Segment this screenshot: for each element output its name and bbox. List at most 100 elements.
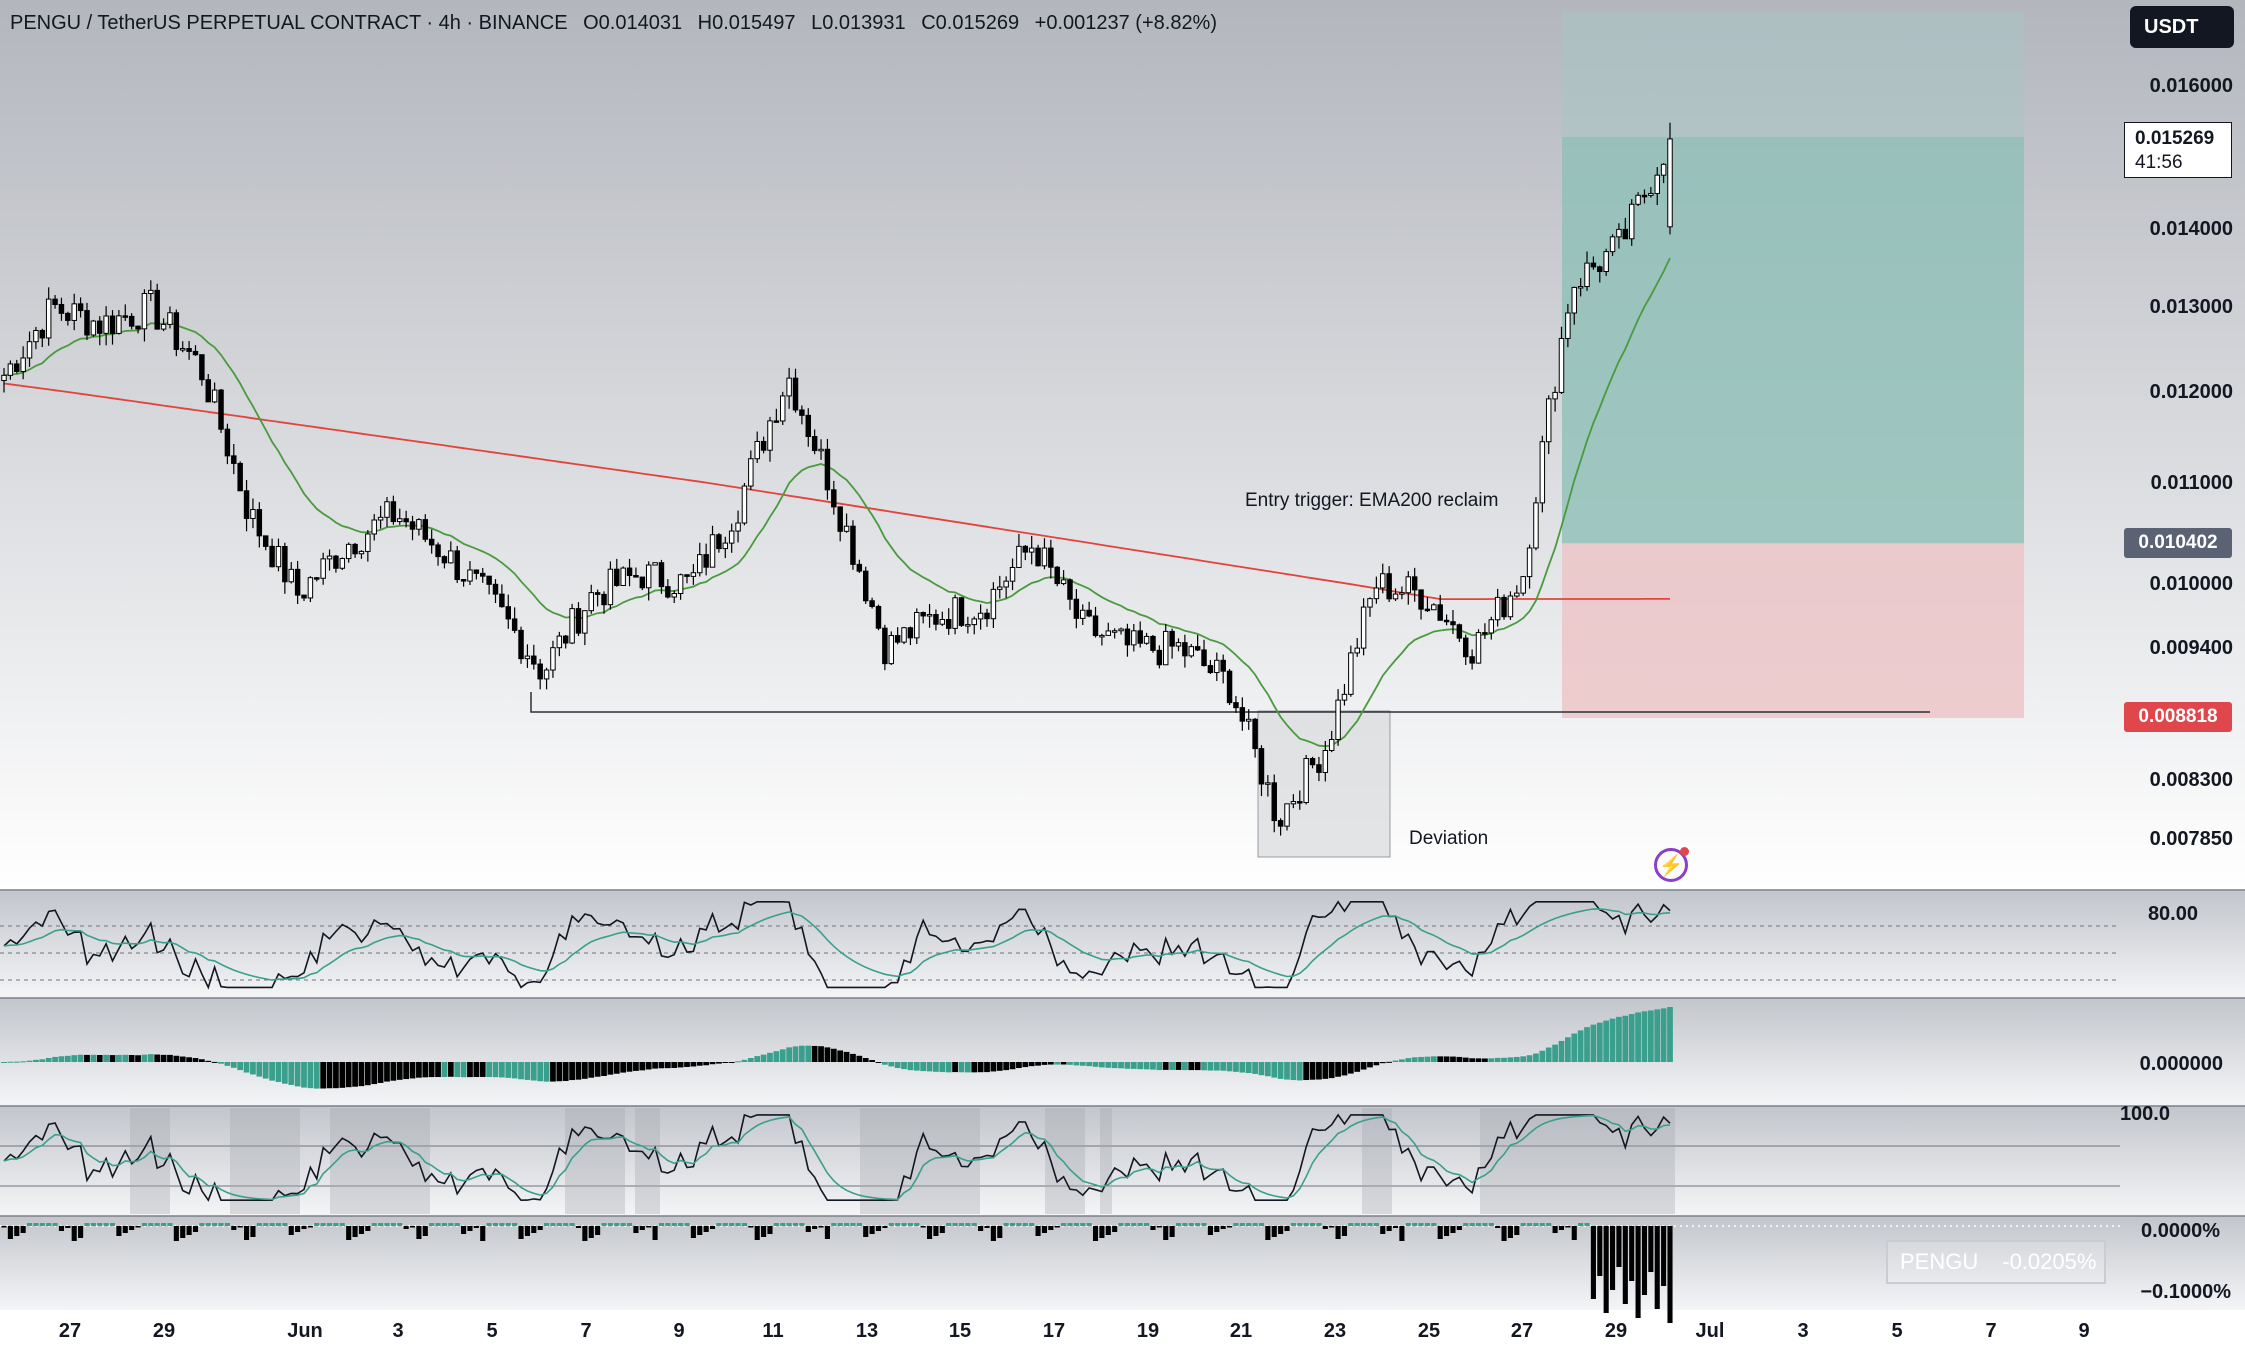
macd-histogram-bar xyxy=(1456,1056,1463,1062)
funding-bar xyxy=(1182,1223,1188,1226)
candle-body xyxy=(645,564,652,589)
funding-bar xyxy=(409,1226,416,1228)
candle-body xyxy=(1297,801,1303,804)
candle-body xyxy=(1226,670,1233,704)
funding-bar xyxy=(658,1223,665,1226)
candle-body xyxy=(1469,656,1475,664)
candle-body xyxy=(920,611,926,617)
macd-histogram-bar xyxy=(1328,1062,1335,1079)
funding-bar xyxy=(799,1223,805,1226)
funding-bar xyxy=(1048,1226,1054,1230)
funding-bar xyxy=(14,1226,20,1236)
macd-histogram-bar xyxy=(269,1062,275,1081)
macd-histogram-bar xyxy=(33,1059,39,1062)
candle-body xyxy=(428,538,435,546)
macd-histogram-bar xyxy=(799,1045,805,1062)
funding-bar xyxy=(569,1223,575,1226)
funding-bar xyxy=(161,1223,167,1226)
ema-fast-line xyxy=(3,257,1671,748)
funding-bar xyxy=(314,1223,320,1226)
macd-histogram-bar xyxy=(52,1056,58,1062)
macd-histogram-bar xyxy=(320,1062,327,1089)
funding-bar xyxy=(1584,1223,1590,1226)
macd-histogram-bar xyxy=(192,1058,199,1062)
candle-body xyxy=(1507,595,1514,618)
macd-histogram-bar xyxy=(1392,1060,1399,1062)
macd-histogram-bar xyxy=(543,1062,550,1082)
macd-histogram-bar xyxy=(333,1062,339,1089)
stoch-shade xyxy=(1560,1108,1675,1214)
macd-histogram-bar xyxy=(1622,1015,1629,1062)
candle-body xyxy=(256,509,263,537)
macd-histogram-bar xyxy=(1411,1057,1418,1062)
macd-histogram-bar xyxy=(1488,1058,1495,1062)
funding-bar xyxy=(958,1223,965,1226)
funding-bar xyxy=(1501,1226,1507,1241)
candle-body xyxy=(167,312,173,325)
candle-body xyxy=(116,315,122,334)
legend-value: -0.0205% xyxy=(2002,1249,2097,1274)
funding-bar xyxy=(1131,1223,1137,1226)
macd-histogram-bar xyxy=(1194,1062,1201,1071)
candle-body xyxy=(135,325,141,330)
currency-button[interactable]: USDT xyxy=(2130,6,2234,48)
macd-histogram-bar xyxy=(1207,1062,1214,1071)
funding-bar xyxy=(844,1223,850,1226)
macd-histogram-bar xyxy=(779,1049,786,1062)
candle-body xyxy=(384,501,390,518)
macd-histogram-bar xyxy=(1035,1062,1041,1066)
funding-legend[interactable]: PENGU -0.0205% xyxy=(1886,1240,2106,1284)
deviation-annotation[interactable]: Deviation xyxy=(1409,828,1489,849)
funding-bar xyxy=(965,1223,971,1226)
funding-bar xyxy=(818,1226,824,1228)
symbol-title[interactable]: PENGU / TetherUS PERPETUAL CONTRACT · 4h… xyxy=(10,12,568,34)
macd-histogram-bar xyxy=(1233,1062,1239,1072)
macd-histogram-bar xyxy=(1028,1062,1035,1067)
candle-body xyxy=(186,348,192,352)
candle-body xyxy=(984,612,990,620)
macd-histogram-bar xyxy=(805,1045,812,1062)
time-axis-label: 7 xyxy=(1985,1320,1997,1342)
macd-histogram-bar xyxy=(1003,1062,1010,1071)
alert-flash-icon[interactable]: ⚡ xyxy=(1654,847,1689,882)
macd-histogram-bar xyxy=(952,1062,958,1073)
candle-body xyxy=(1494,596,1501,621)
funding-bar xyxy=(824,1226,830,1239)
funding-bar xyxy=(282,1223,288,1226)
candle-body xyxy=(1360,606,1367,649)
funding-bar xyxy=(1386,1226,1392,1231)
candle-body xyxy=(492,583,499,595)
funding-bar xyxy=(58,1226,65,1231)
macd-histogram-bar xyxy=(1150,1062,1156,1070)
candle-body xyxy=(33,329,39,343)
funding-bar xyxy=(448,1223,454,1226)
candle-body xyxy=(703,554,709,568)
stoch-line xyxy=(3,1113,1671,1202)
candle-body xyxy=(1341,693,1348,701)
funding-bar xyxy=(1424,1223,1430,1226)
funding-bar xyxy=(129,1226,135,1230)
macd-histogram-bar xyxy=(1060,1062,1067,1065)
macd-histogram-bar xyxy=(875,1062,882,1063)
macd-histogram-bar xyxy=(613,1062,620,1074)
funding-bar xyxy=(244,1226,250,1240)
candle-body xyxy=(339,558,346,569)
candle-body xyxy=(1603,251,1609,273)
candle-body xyxy=(1060,579,1067,585)
candle-body xyxy=(90,320,97,336)
stoch-shade xyxy=(565,1108,625,1214)
candle-body xyxy=(601,593,607,606)
macd-histogram-bar xyxy=(403,1062,410,1080)
funding-bar xyxy=(524,1226,530,1236)
funding-bar xyxy=(461,1226,467,1234)
candle-body xyxy=(569,608,575,644)
funding-bar xyxy=(192,1226,199,1232)
funding-bar xyxy=(301,1226,307,1229)
macd-histogram-bar xyxy=(664,1062,671,1069)
funding-bar xyxy=(1099,1226,1105,1238)
macd-histogram-bar xyxy=(684,1062,690,1067)
candle-body xyxy=(122,315,129,318)
entry-trigger-annotation[interactable]: Entry trigger: EMA200 reclaim xyxy=(1245,490,1499,511)
